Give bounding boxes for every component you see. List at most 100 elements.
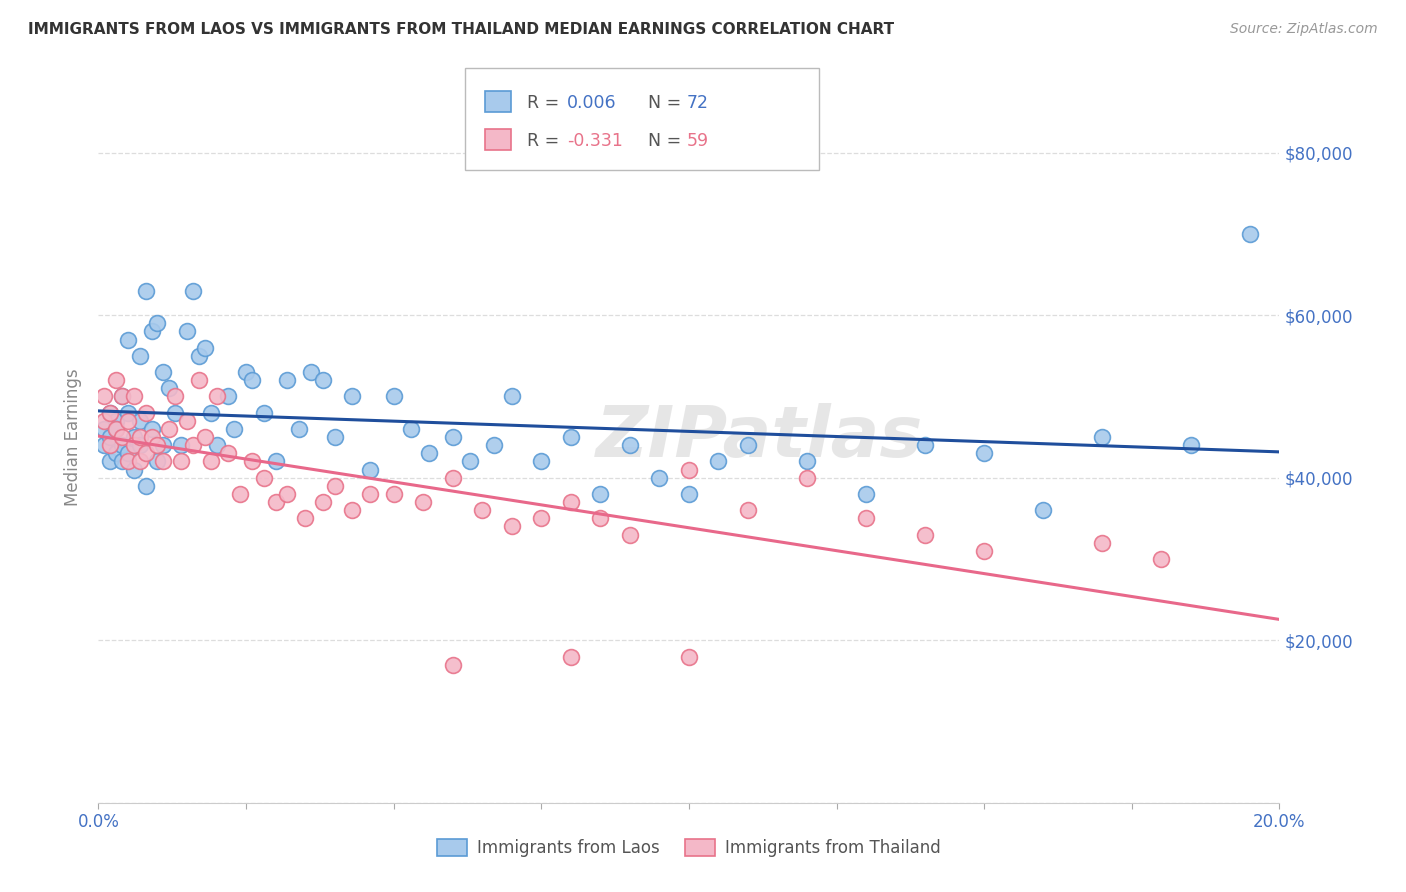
- Point: [299, 365, 322, 379]
- Point: [152, 438, 174, 452]
- Point: [1091, 535, 1114, 549]
- Point: [98, 438, 121, 452]
- Text: N =: N =: [648, 94, 686, 112]
- Point: [619, 438, 641, 452]
- Point: [418, 446, 440, 460]
- Point: [111, 430, 134, 444]
- Point: [323, 430, 346, 444]
- Point: [135, 446, 157, 460]
- Point: [111, 454, 134, 468]
- Point: [117, 333, 139, 347]
- Point: [165, 389, 187, 403]
- Point: [359, 462, 381, 476]
- Point: [312, 373, 335, 387]
- Point: [217, 446, 239, 460]
- Text: 0.006: 0.006: [567, 94, 617, 112]
- Point: [170, 438, 193, 452]
- Point: [240, 454, 263, 468]
- Point: [187, 349, 209, 363]
- Point: [323, 479, 346, 493]
- Point: [276, 373, 298, 387]
- Point: [501, 519, 523, 533]
- Point: [187, 373, 209, 387]
- Point: [441, 430, 464, 444]
- Point: [98, 406, 121, 420]
- Point: [93, 438, 115, 452]
- Point: [122, 438, 145, 452]
- Point: [176, 414, 198, 428]
- Point: [294, 511, 316, 525]
- Point: [128, 349, 150, 363]
- Point: [342, 389, 364, 403]
- Point: [312, 495, 335, 509]
- Point: [111, 389, 134, 403]
- Text: 72: 72: [686, 94, 709, 112]
- Point: [98, 406, 121, 420]
- Point: [412, 495, 434, 509]
- Point: [501, 389, 523, 403]
- Point: [342, 503, 364, 517]
- Point: [471, 503, 494, 517]
- Point: [276, 487, 298, 501]
- Point: [240, 373, 263, 387]
- Point: [152, 365, 174, 379]
- Point: [973, 446, 995, 460]
- Point: [1091, 430, 1114, 444]
- Point: [93, 389, 115, 403]
- Point: [141, 325, 163, 339]
- Legend: Immigrants from Laos, Immigrants from Thailand: Immigrants from Laos, Immigrants from Th…: [430, 832, 948, 864]
- Point: [224, 422, 246, 436]
- Point: [914, 438, 936, 452]
- Text: R =: R =: [527, 132, 565, 150]
- Point: [589, 487, 612, 501]
- Point: [165, 406, 187, 420]
- Point: [135, 284, 157, 298]
- Point: [441, 471, 464, 485]
- Point: [288, 422, 311, 436]
- Text: N =: N =: [648, 132, 686, 150]
- Point: [98, 430, 121, 444]
- Text: R =: R =: [527, 94, 565, 112]
- Point: [146, 316, 169, 330]
- Point: [796, 454, 818, 468]
- Point: [678, 649, 700, 664]
- Point: [264, 454, 287, 468]
- Point: [648, 471, 671, 485]
- Point: [1150, 552, 1173, 566]
- Point: [93, 422, 115, 436]
- Point: [382, 487, 405, 501]
- Point: [678, 487, 700, 501]
- Point: [205, 389, 228, 403]
- Point: [117, 454, 139, 468]
- Point: [117, 414, 139, 428]
- Point: [253, 471, 276, 485]
- Point: [135, 479, 157, 493]
- Point: [205, 438, 228, 452]
- Point: [170, 454, 193, 468]
- Point: [105, 414, 128, 428]
- Point: [105, 422, 128, 436]
- Point: [973, 544, 995, 558]
- Text: 59: 59: [686, 132, 709, 150]
- Point: [122, 389, 145, 403]
- Point: [914, 527, 936, 541]
- Point: [122, 462, 145, 476]
- FancyBboxPatch shape: [464, 68, 818, 170]
- Point: [128, 430, 150, 444]
- Text: Source: ZipAtlas.com: Source: ZipAtlas.com: [1230, 22, 1378, 37]
- Point: [737, 438, 759, 452]
- Point: [796, 471, 818, 485]
- Point: [146, 438, 169, 452]
- Point: [619, 527, 641, 541]
- Point: [111, 438, 134, 452]
- Point: [253, 406, 276, 420]
- Point: [105, 446, 128, 460]
- Y-axis label: Median Earnings: Median Earnings: [65, 368, 83, 506]
- Point: [855, 487, 877, 501]
- Text: IMMIGRANTS FROM LAOS VS IMMIGRANTS FROM THAILAND MEDIAN EARNINGS CORRELATION CHA: IMMIGRANTS FROM LAOS VS IMMIGRANTS FROM …: [28, 22, 894, 37]
- Point: [482, 438, 505, 452]
- Point: [560, 649, 582, 664]
- Point: [146, 454, 169, 468]
- Text: -0.331: -0.331: [567, 132, 623, 150]
- Point: [235, 365, 257, 379]
